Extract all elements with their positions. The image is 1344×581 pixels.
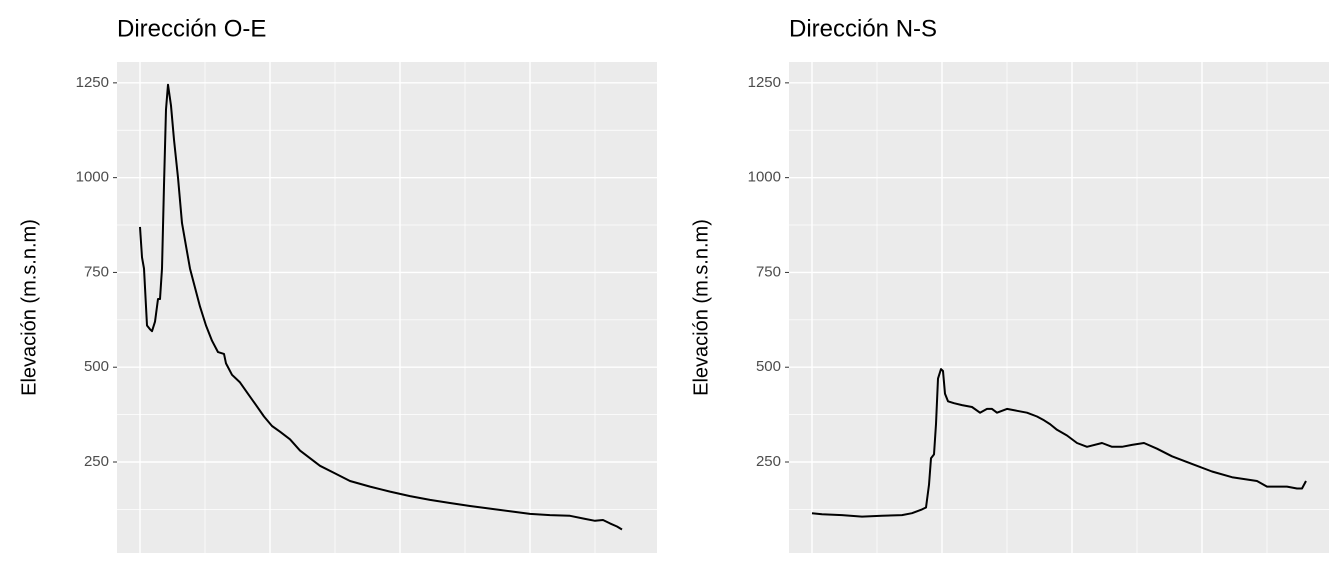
y-tick-label: 1000 [748, 169, 781, 186]
plot-background [117, 62, 657, 553]
plot-background [789, 62, 1329, 553]
chart-title: Dirección N-S [789, 15, 937, 42]
y-axis-label: Elevación (m.s.n.m) [18, 219, 40, 396]
chart-title: Dirección O-E [117, 15, 266, 42]
y-tick-label: 250 [756, 453, 781, 470]
y-tick-label: 500 [84, 358, 109, 375]
line [811, 368, 1307, 518]
y-axis-label: Elevación (m.s.n.m) [690, 219, 712, 396]
y-tick-label: 750 [756, 263, 781, 280]
y-tick-label: 250 [84, 453, 109, 470]
y-tick-label: 1250 [76, 74, 109, 91]
y-tick-label: 750 [84, 263, 109, 280]
y-tick-label: 1000 [76, 169, 109, 186]
y-tick-label: 1250 [748, 74, 781, 91]
line [139, 83, 623, 531]
y-tick-label: 500 [756, 358, 781, 375]
